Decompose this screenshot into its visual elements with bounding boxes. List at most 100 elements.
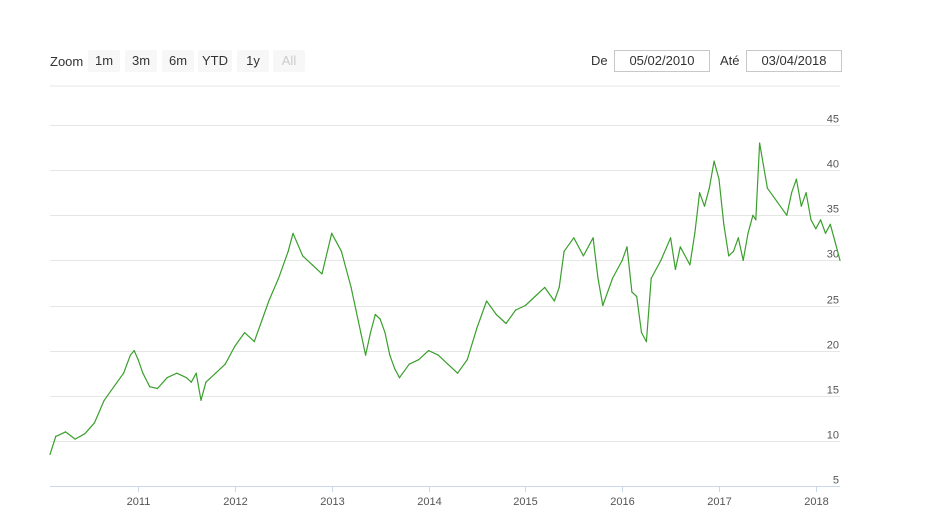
data-point (718, 178, 720, 180)
to-date-input[interactable]: 03/04/2018 (746, 50, 842, 72)
data-point (597, 277, 599, 279)
zoom-1y-button[interactable]: 1y (237, 50, 269, 72)
y-tick-label: 25 (827, 295, 839, 307)
data-point (466, 359, 468, 361)
data-point (621, 259, 623, 261)
data-point (113, 386, 115, 388)
data-point (645, 341, 648, 343)
data-point (524, 304, 527, 307)
data-point (133, 350, 135, 352)
data-point (495, 313, 497, 316)
data-point (650, 277, 652, 279)
x-tick-label: 2012 (223, 496, 247, 508)
data-point (408, 363, 410, 365)
data-point (755, 219, 757, 221)
data-point (752, 214, 754, 216)
data-point (394, 368, 396, 370)
data-point (224, 363, 226, 365)
data-point (544, 286, 546, 288)
data-point (800, 205, 802, 207)
data-point (839, 259, 841, 261)
data-point (626, 246, 628, 248)
y-tick-label: 40 (827, 159, 839, 171)
data-point (486, 300, 488, 302)
data-point (515, 309, 517, 311)
data-point (810, 219, 812, 221)
data-point (244, 332, 246, 334)
data-point (55, 435, 57, 437)
data-point (149, 386, 151, 388)
data-point (287, 250, 289, 252)
data-point (142, 372, 144, 374)
data-point (582, 255, 585, 257)
data-point (558, 286, 560, 288)
data-point (137, 359, 139, 361)
data-point (49, 453, 51, 455)
data-point (820, 219, 822, 221)
data-point (176, 372, 178, 374)
data-point (398, 377, 401, 379)
data-point (321, 273, 323, 275)
zoom-3m-button[interactable]: 3m (125, 50, 157, 72)
data-point (93, 422, 96, 424)
data-point (776, 201, 778, 203)
y-tick-label: 35 (827, 204, 839, 216)
data-point (759, 142, 761, 144)
data-point (389, 354, 391, 356)
data-point (340, 250, 342, 252)
grid-lines (50, 85, 840, 487)
data-point (418, 359, 420, 361)
data-point (277, 277, 280, 279)
data-point (505, 322, 507, 325)
data-point (427, 350, 430, 352)
data-point (786, 214, 788, 216)
data-point (457, 372, 459, 374)
x-tick-label: 2016 (610, 496, 634, 508)
from-date-input[interactable]: 05/02/2010 (614, 50, 710, 72)
y-tick-label: 10 (827, 430, 839, 442)
data-point (795, 178, 798, 180)
data-point (747, 232, 749, 234)
data-point (350, 286, 352, 288)
data-point (384, 332, 386, 334)
price-series-line (49, 142, 841, 455)
data-point (292, 232, 294, 234)
data-point (129, 354, 131, 356)
zoom-all-button[interactable]: All (273, 50, 305, 72)
data-point (660, 259, 662, 261)
zoom-label: Zoom (50, 54, 84, 69)
data-point (156, 387, 159, 390)
series-group (49, 142, 841, 455)
data-point (699, 192, 701, 194)
zoom-6m-button[interactable]: 6m (162, 50, 194, 72)
data-point (195, 372, 197, 374)
data-point (190, 381, 192, 383)
data-point (732, 250, 735, 252)
data-point (674, 268, 677, 270)
data-point (636, 295, 638, 298)
data-point (476, 327, 478, 329)
data-point (805, 192, 807, 194)
data-point (640, 332, 643, 334)
data-point (365, 354, 367, 356)
data-point (611, 277, 614, 279)
y-tick-label: 45 (827, 114, 839, 126)
zoom-ytd-button[interactable]: YTD (198, 50, 232, 72)
data-point (437, 354, 439, 356)
data-point (713, 160, 715, 162)
data-point (185, 377, 188, 379)
zoom-1m-button[interactable]: 1m (88, 50, 120, 72)
x-axis-labels: 2011 2012 2013 2014 2015 2016 2017 2018 (127, 486, 829, 508)
y-tick-label: 15 (827, 385, 839, 397)
data-point (602, 304, 604, 307)
data-point (205, 381, 207, 383)
data-point (670, 237, 672, 239)
data-point (447, 363, 449, 365)
data-point (553, 300, 556, 302)
data-point (331, 232, 333, 234)
data-point (728, 255, 730, 257)
x-tick-label: 2018 (804, 496, 828, 508)
data-point (74, 438, 76, 440)
data-point (592, 237, 594, 239)
